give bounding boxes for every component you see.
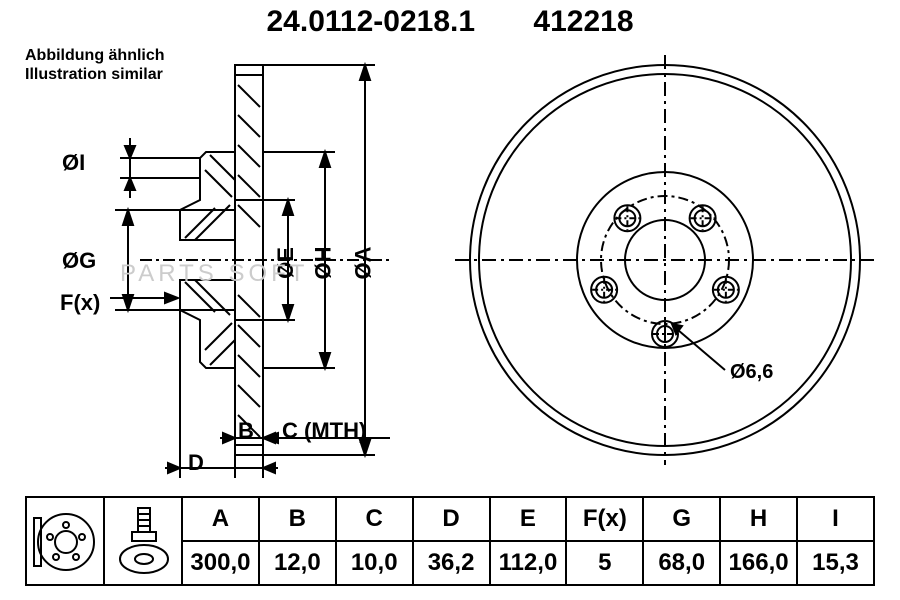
dim-label-E: ØE: [273, 247, 299, 279]
col-header: C: [336, 497, 413, 541]
dim-label-H: ØH: [311, 247, 337, 280]
col-header: F(x): [566, 497, 643, 541]
bolt-diameter-label: Ø6,6: [730, 361, 773, 383]
col-value: 68,0: [643, 541, 720, 585]
col-header: H: [720, 497, 797, 541]
col-header: B: [259, 497, 336, 541]
dim-label-I: ØI: [62, 150, 85, 176]
dim-label-D: D: [188, 450, 204, 476]
dim-label-C: C (MTH): [282, 418, 366, 444]
col-header: I: [797, 497, 874, 541]
col-header: G: [643, 497, 720, 541]
col-value: 166,0: [720, 541, 797, 585]
bolt-icon-cell: [104, 497, 182, 585]
col-value: 15,3: [797, 541, 874, 585]
dim-label-A: ØA: [351, 247, 377, 280]
col-value: 10,0: [336, 541, 413, 585]
part-header: 24.0112-0218.1 412218: [0, 5, 900, 39]
dimension-table: ABCDEF(x)GHI 300,012,010,036,2112,0568,0…: [25, 496, 875, 586]
col-header: D: [413, 497, 490, 541]
col-value: 300,0: [182, 541, 259, 585]
col-value: 36,2: [413, 541, 490, 585]
dim-label-G: ØG: [62, 248, 96, 274]
col-header: E: [490, 497, 567, 541]
dim-label-F: F(x): [60, 290, 100, 316]
engineering-drawing: Ø6,6: [10, 40, 890, 480]
col-header: A: [182, 497, 259, 541]
dim-label-B: B: [238, 418, 254, 444]
part-code: 412218: [533, 5, 633, 39]
col-value: 12,0: [259, 541, 336, 585]
part-number: 24.0112-0218.1: [267, 5, 476, 39]
col-value: 5: [566, 541, 643, 585]
col-value: 112,0: [490, 541, 567, 585]
disc-icon-cell: [26, 497, 104, 585]
